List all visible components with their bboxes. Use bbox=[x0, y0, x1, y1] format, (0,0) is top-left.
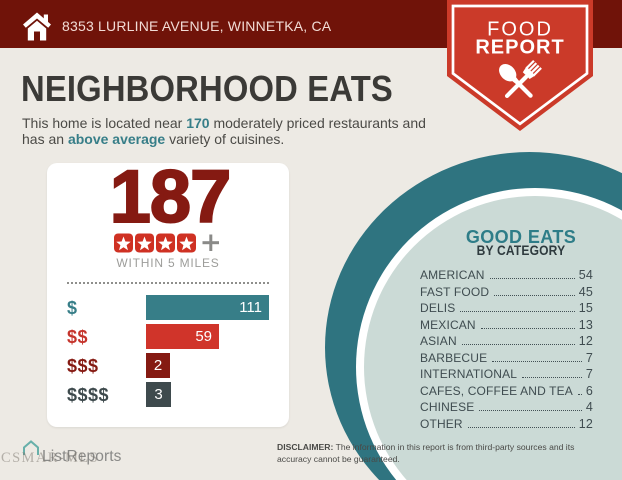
svg-text:FOOD: FOOD bbox=[487, 19, 553, 41]
svg-text:REPORT: REPORT bbox=[475, 37, 564, 59]
